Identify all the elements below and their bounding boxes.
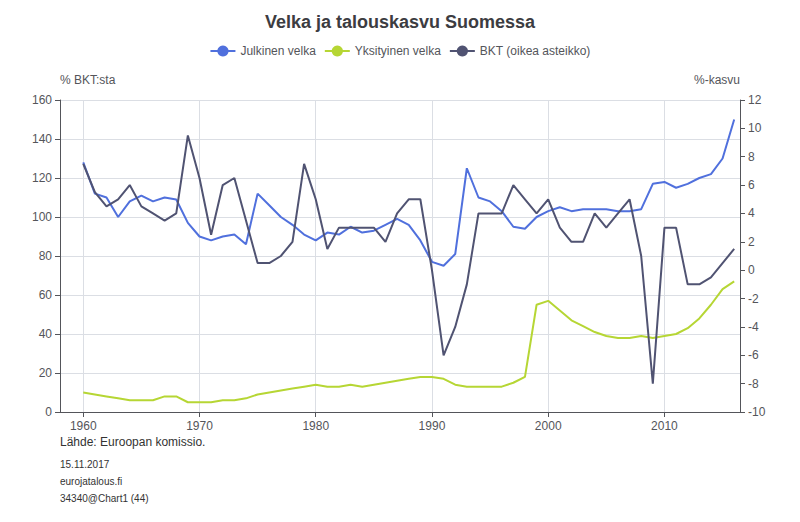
svg-text:15.11.2017: 15.11.2017	[60, 459, 110, 470]
svg-text:Velka ja talouskasvu Suomessa: Velka ja talouskasvu Suomessa	[265, 12, 536, 32]
svg-text:1980: 1980	[302, 419, 329, 433]
svg-text:-2: -2	[748, 292, 759, 306]
svg-text:6: 6	[748, 178, 755, 192]
svg-text:1990: 1990	[419, 419, 446, 433]
svg-text:% BKT:sta: % BKT:sta	[60, 73, 116, 87]
svg-text:120: 120	[32, 171, 52, 185]
svg-text:0: 0	[45, 405, 52, 419]
svg-text:0: 0	[748, 263, 755, 277]
svg-text:100: 100	[32, 210, 52, 224]
svg-text:34340@Chart1 (44): 34340@Chart1 (44)	[60, 493, 149, 504]
svg-text:2: 2	[748, 235, 755, 249]
svg-text:80: 80	[39, 249, 53, 263]
svg-text:Yksityinen velka: Yksityinen velka	[355, 44, 441, 58]
svg-text:40: 40	[39, 327, 53, 341]
svg-text:4: 4	[748, 206, 755, 220]
svg-text:20: 20	[39, 366, 53, 380]
svg-text:12: 12	[748, 93, 762, 107]
svg-text:-8: -8	[748, 377, 759, 391]
svg-text:8: 8	[748, 150, 755, 164]
svg-text:-4: -4	[748, 320, 759, 334]
svg-text:-10: -10	[748, 405, 766, 419]
svg-text:Julkinen velka: Julkinen velka	[240, 44, 316, 58]
svg-text:%-kasvu: %-kasvu	[694, 73, 740, 87]
svg-text:2010: 2010	[651, 419, 678, 433]
svg-text:eurojatalous.fi: eurojatalous.fi	[60, 476, 122, 487]
svg-text:10: 10	[748, 121, 762, 135]
svg-text:-6: -6	[748, 348, 759, 362]
svg-text:160: 160	[32, 93, 52, 107]
svg-text:1970: 1970	[186, 419, 213, 433]
svg-text:60: 60	[39, 288, 53, 302]
svg-text:140: 140	[32, 132, 52, 146]
svg-text:Lähde: Euroopan komissio.: Lähde: Euroopan komissio.	[60, 435, 205, 449]
svg-text:2000: 2000	[535, 419, 562, 433]
svg-text:1960: 1960	[70, 419, 97, 433]
svg-text:BKT (oikea asteikko): BKT (oikea asteikko)	[480, 44, 591, 58]
